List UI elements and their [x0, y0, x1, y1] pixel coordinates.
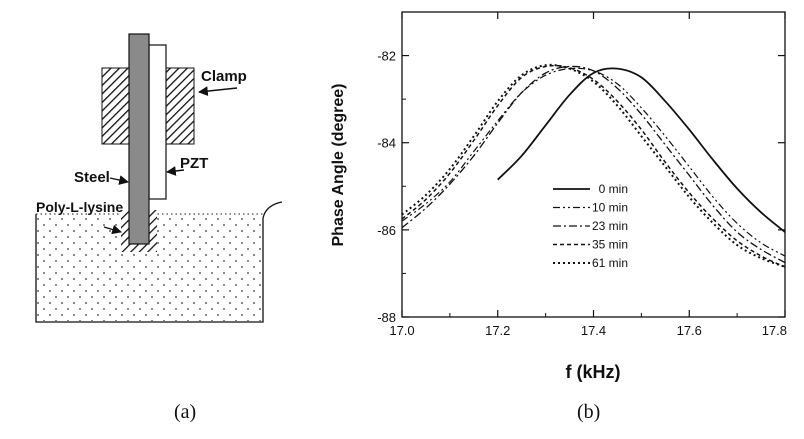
plot-frame: [401, 11, 786, 318]
series-line-2: [401, 65, 786, 264]
legend: 0 min 10 min 23 min 35 min 61 min: [553, 182, 628, 270]
y-tick-label: -88: [377, 310, 396, 325]
y-tick-label: -84: [377, 136, 396, 151]
clamp-left: [101, 67, 131, 145]
panel-a-caption: (a): [174, 401, 196, 423]
x-tick-label: 17.8: [762, 323, 787, 338]
x-tick-label: 17.6: [677, 323, 702, 338]
series-line-3: [401, 64, 786, 268]
legend-label: 35 min: [592, 238, 628, 252]
x-tick-label: 17.2: [485, 323, 510, 338]
y-tick-label: -86: [377, 223, 396, 238]
pzt-arrow: [166, 166, 185, 176]
poly-l-lysine-label: Poly-L-lysine: [36, 199, 123, 215]
phase-angle-chart: -88-86-84-82 17.0 17.2 17.4 17.6 17.8 0 min1…: [330, 11, 787, 423]
legend-label: 0 min: [599, 182, 628, 196]
y-axis-title: Phase Angle (degree): [330, 83, 347, 246]
panel-a-schematic: Clamp PZT Steel Poly-L-lysine (a): [35, 33, 283, 423]
x-axis: 17.0 17.2 17.4 17.6 17.8: [389, 12, 787, 338]
x-tick-label: 17.4: [581, 323, 606, 338]
pzt-label: PZT: [180, 155, 208, 172]
legend-label: 61 min: [592, 256, 628, 270]
liquid-container: [35, 201, 283, 323]
y-axis: -88 -86 -84 -82: [377, 49, 785, 325]
clamp-label: Clamp: [201, 68, 247, 85]
pzt-plate: [148, 44, 167, 200]
clamp-right: [165, 67, 195, 145]
x-tick-label: 17.0: [389, 323, 414, 338]
series-lines: [401, 63, 786, 268]
steel-arrow: [109, 175, 129, 185]
poly-l-lysine-arrow: [103, 224, 122, 235]
y-tick-label: -82: [377, 49, 396, 64]
series-line-0: [497, 67, 786, 233]
legend-label: 23 min: [592, 219, 628, 233]
legend-label: 10 min: [592, 201, 628, 215]
steel-label: Steel: [74, 169, 110, 186]
panel-b-caption: (b): [577, 401, 600, 423]
clamp-arrow: [198, 86, 238, 96]
steel-rod: [128, 33, 150, 245]
x-axis-title: f (kHz): [566, 362, 621, 382]
